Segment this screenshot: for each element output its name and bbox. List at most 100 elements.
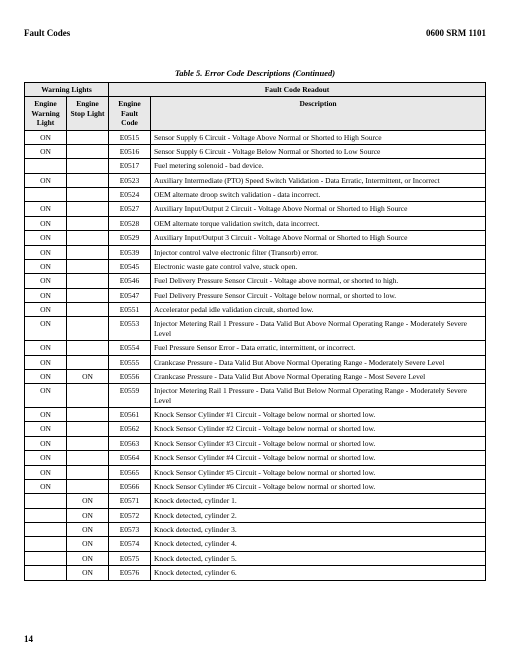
cell-efc: E0547 bbox=[109, 288, 151, 302]
cell-efc: E0559 bbox=[109, 384, 151, 408]
page-header: Fault Codes 0600 SRM 1101 bbox=[24, 28, 486, 38]
cell-efc: E0551 bbox=[109, 303, 151, 317]
cell-desc: Electronic waste gate control valve, stu… bbox=[151, 259, 486, 273]
table-row: ONE0576Knock detected, cylinder 6. bbox=[25, 566, 486, 580]
cell-efc: E0576 bbox=[109, 566, 151, 580]
cell-ewl: ON bbox=[25, 216, 67, 230]
cell-efc: E0524 bbox=[109, 188, 151, 202]
cell-efc: E0539 bbox=[109, 245, 151, 259]
cell-efc: E0561 bbox=[109, 408, 151, 422]
cell-ewl: ON bbox=[25, 436, 67, 450]
cell-esl bbox=[67, 216, 109, 230]
cell-ewl: ON bbox=[25, 355, 67, 369]
cell-esl bbox=[67, 341, 109, 355]
page-number: 14 bbox=[24, 634, 33, 644]
cell-ewl: ON bbox=[25, 202, 67, 216]
cell-esl bbox=[67, 408, 109, 422]
cell-ewl bbox=[25, 566, 67, 580]
cell-efc: E0571 bbox=[109, 494, 151, 508]
cell-efc: E0565 bbox=[109, 465, 151, 479]
cell-ewl: ON bbox=[25, 369, 67, 383]
col-engine-fault-code: Engine Fault Code bbox=[109, 97, 151, 130]
table-row: ON E0563Knock Sensor Cylinder #3 Circuit … bbox=[25, 436, 486, 450]
table-row: ON E0553Injector Metering Rail 1 Pressure… bbox=[25, 317, 486, 341]
cell-efc: E0572 bbox=[109, 508, 151, 522]
table-row: ONE0516Sensor Supply 6 Circuit - Voltage… bbox=[25, 144, 486, 158]
cell-esl bbox=[67, 259, 109, 273]
cell-ewl bbox=[25, 523, 67, 537]
cell-esl: ON bbox=[67, 551, 109, 565]
cell-esl bbox=[67, 436, 109, 450]
cell-esl bbox=[67, 422, 109, 436]
table-row: ONE0574Knock detected, cylinder 4. bbox=[25, 537, 486, 551]
cell-esl: ON bbox=[67, 508, 109, 522]
cell-ewl: ON bbox=[25, 479, 67, 493]
cell-desc: Knock Sensor Cylinder #3 Circuit - Volta… bbox=[151, 436, 486, 450]
cell-desc: Knock Sensor Cylinder #6 Circuit - Volta… bbox=[151, 479, 486, 493]
cell-desc: Knock detected, cylinder 5. bbox=[151, 551, 486, 565]
cell-esl bbox=[67, 188, 109, 202]
cell-desc: Accelerator pedal idle validation circui… bbox=[151, 303, 486, 317]
table-row: ONE0545Electronic waste gate control val… bbox=[25, 259, 486, 273]
cell-esl bbox=[67, 317, 109, 341]
table-caption: Table 5. Error Code Descriptions (Contin… bbox=[24, 68, 486, 78]
cell-esl bbox=[67, 274, 109, 288]
fault-codes-table: Warning Lights Fault Code Readout Engine… bbox=[24, 82, 486, 581]
cell-desc: Knock detected, cylinder 6. bbox=[151, 566, 486, 580]
cell-esl bbox=[67, 288, 109, 302]
cell-desc: Knock detected, cylinder 4. bbox=[151, 537, 486, 551]
cell-esl bbox=[67, 130, 109, 144]
table-row: ON E0559Injector Metering Rail 1 Pressure… bbox=[25, 384, 486, 408]
table-row: ONE0562Knock Sensor Cylinder #2 Circuit … bbox=[25, 422, 486, 436]
col-description: Description bbox=[151, 97, 486, 130]
cell-efc: E0553 bbox=[109, 317, 151, 341]
cell-esl bbox=[67, 144, 109, 158]
cell-ewl bbox=[25, 551, 67, 565]
cell-ewl: ON bbox=[25, 317, 67, 341]
cell-desc: Crankcase Pressure - Data Valid But Abov… bbox=[151, 369, 486, 383]
cell-efc: E0573 bbox=[109, 523, 151, 537]
table-row: ONE0571Knock detected, cylinder 1. bbox=[25, 494, 486, 508]
col-engine-warning-light: Engine Warning Light bbox=[25, 97, 67, 130]
cell-efc: E0527 bbox=[109, 202, 151, 216]
cell-desc: Auxiliary Input/Output 2 Circuit - Volta… bbox=[151, 202, 486, 216]
cell-esl: ON bbox=[67, 566, 109, 580]
table-row: ONE0554Fuel Pressure Sensor Error - Data… bbox=[25, 341, 486, 355]
cell-desc: Knock detected, cylinder 2. bbox=[151, 508, 486, 522]
cell-ewl bbox=[25, 494, 67, 508]
table-row: ONE0523Auxiliary Intermediate (PTO) Spee… bbox=[25, 173, 486, 187]
cell-desc: Sensor Supply 6 Circuit - Voltage Above … bbox=[151, 130, 486, 144]
col-group-warning-lights: Warning Lights bbox=[25, 83, 109, 97]
cell-desc: Knock detected, cylinder 3. bbox=[151, 523, 486, 537]
cell-ewl: ON bbox=[25, 259, 67, 273]
table-row: ONE0575Knock detected, cylinder 5. bbox=[25, 551, 486, 565]
cell-ewl: ON bbox=[25, 451, 67, 465]
cell-desc: Fuel Delivery Pressure Sensor Circuit - … bbox=[151, 274, 486, 288]
cell-desc: Knock Sensor Cylinder #4 Circuit - Volta… bbox=[151, 451, 486, 465]
table-row: ONE0515Sensor Supply 6 Circuit - Voltage… bbox=[25, 130, 486, 144]
cell-efc: E0575 bbox=[109, 551, 151, 565]
cell-ewl: ON bbox=[25, 341, 67, 355]
cell-desc: Knock Sensor Cylinder #1 Circuit - Volta… bbox=[151, 408, 486, 422]
cell-ewl bbox=[25, 537, 67, 551]
cell-desc: Sensor Supply 6 Circuit - Voltage Below … bbox=[151, 144, 486, 158]
cell-desc: Knock Sensor Cylinder #5 Circuit - Volta… bbox=[151, 465, 486, 479]
table-row: ONE0564Knock Sensor Cylinder #4 Circuit … bbox=[25, 451, 486, 465]
table-row: ONE0555Crankcase Pressure - Data Valid B… bbox=[25, 355, 486, 369]
cell-desc: Injector Metering Rail 1 Pressure - Data… bbox=[151, 317, 486, 341]
cell-ewl: ON bbox=[25, 384, 67, 408]
cell-efc: E0556 bbox=[109, 369, 151, 383]
cell-esl bbox=[67, 479, 109, 493]
cell-ewl: ON bbox=[25, 144, 67, 158]
cell-esl bbox=[67, 355, 109, 369]
cell-ewl bbox=[25, 159, 67, 173]
cell-ewl: ON bbox=[25, 303, 67, 317]
cell-efc: E0546 bbox=[109, 274, 151, 288]
table-row: ONE0529Auxiliary Input/Output 3 Circuit … bbox=[25, 231, 486, 245]
cell-ewl: ON bbox=[25, 274, 67, 288]
cell-efc: E0563 bbox=[109, 436, 151, 450]
cell-desc: Injector Metering Rail 1 Pressure - Data… bbox=[151, 384, 486, 408]
table-row: ONE0566Knock Sensor Cylinder #6 Circuit … bbox=[25, 479, 486, 493]
cell-ewl bbox=[25, 508, 67, 522]
cell-desc: Auxiliary Input/Output 3 Circuit - Volta… bbox=[151, 231, 486, 245]
